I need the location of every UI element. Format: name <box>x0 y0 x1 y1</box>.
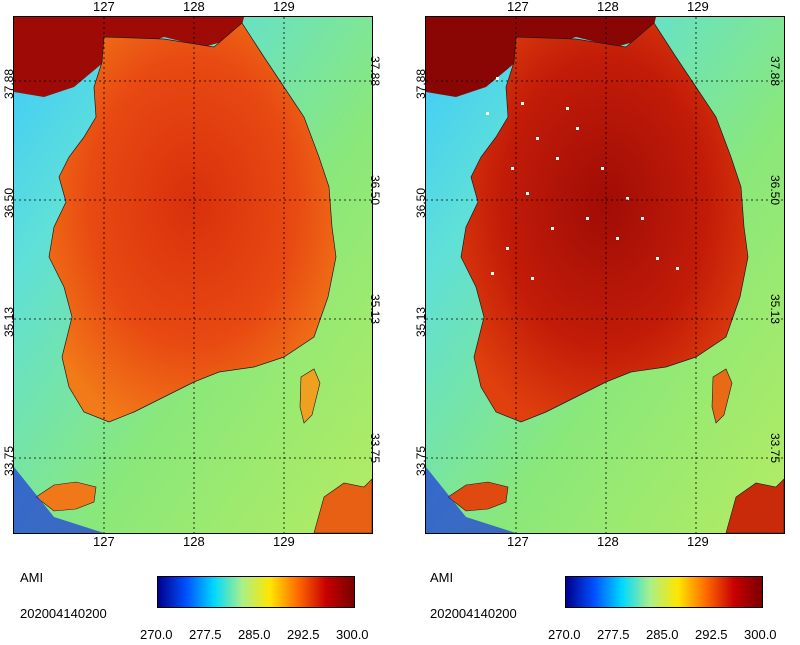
lon-gridlines <box>103 17 285 533</box>
jeju-island <box>447 481 509 512</box>
lon-bottom-128: 128 <box>597 534 619 549</box>
lat-right-37-88: 37.88 <box>768 55 783 87</box>
peninsula-land <box>48 22 337 423</box>
right-map-panel: 127 128 129 <box>410 0 800 645</box>
lon-bottom-128: 128 <box>183 534 205 549</box>
lon-top-127: 127 <box>507 0 529 14</box>
colorbar <box>565 576 763 608</box>
colorbar-tick-270: 270.0 <box>140 627 173 642</box>
colorbar-tick-270: 270.0 <box>548 627 581 642</box>
temperature-map <box>13 16 373 534</box>
lon-bottom-129: 129 <box>687 534 709 549</box>
lat-left-36-50: 36.50 <box>414 187 429 219</box>
north-land <box>14 17 244 97</box>
colorbar-tick-300: 300.0 <box>336 627 369 642</box>
lon-bottom-127: 127 <box>93 534 115 549</box>
colorbar <box>157 576 355 608</box>
lat-left-36-50: 36.50 <box>2 187 17 219</box>
cold-patch <box>426 467 516 533</box>
lon-bottom-129: 129 <box>273 534 295 549</box>
southeast-land <box>313 478 372 533</box>
temperature-map <box>425 16 785 534</box>
map-graphic <box>426 17 784 533</box>
timestamp-label: 202004140200 <box>430 606 517 621</box>
lat-left-37-88: 37.88 <box>414 68 429 100</box>
lat-right-36-50: 36.50 <box>768 174 783 206</box>
left-map-panel: 127 128 129 <box>2 0 383 642</box>
missing-data-dots <box>486 77 679 280</box>
lon-top-127: 127 <box>93 0 115 14</box>
colorbar-tick-285: 285.0 <box>238 627 271 642</box>
east-island <box>711 368 733 424</box>
lat-right-37-88: 37.88 <box>368 55 383 87</box>
lon-bottom-127: 127 <box>507 534 529 549</box>
sensor-label: AMI <box>20 570 44 585</box>
cold-patch <box>14 467 104 533</box>
timestamp-label: 202004140200 <box>20 606 107 621</box>
sensor-label: AMI <box>430 570 454 585</box>
colorbar-tick-277-5: 277.5 <box>597 627 630 642</box>
lat-left-35-13: 35.13 <box>414 306 429 338</box>
peninsula-land <box>460 22 749 423</box>
lat-left-33-75: 33.75 <box>414 445 429 477</box>
map-graphic <box>14 17 372 533</box>
colorbar-tick-285: 285.0 <box>646 627 679 642</box>
lat-right-36-50: 36.50 <box>368 174 383 206</box>
lon-top-128: 128 <box>183 0 205 14</box>
lat-left-37-88: 37.88 <box>2 68 17 100</box>
lon-top-129: 129 <box>273 0 295 14</box>
lat-left-35-13: 35.13 <box>2 306 17 338</box>
lon-gridlines <box>515 17 697 533</box>
southeast-land <box>725 478 784 533</box>
lat-left-33-75: 33.75 <box>2 445 17 477</box>
lon-top-128: 128 <box>597 0 619 14</box>
lat-right-35-13: 35.13 <box>768 293 783 325</box>
lat-right-33-75: 33.75 <box>368 432 383 464</box>
lat-right-33-75: 33.75 <box>768 432 783 464</box>
lat-right-35-13: 35.13 <box>368 293 383 325</box>
jeju-island <box>35 481 97 512</box>
colorbar-tick-300: 300.0 <box>744 627 777 642</box>
lon-top-129: 129 <box>687 0 709 14</box>
colorbar-tick-292-5: 292.5 <box>695 627 728 642</box>
north-land <box>426 17 656 97</box>
colorbar-tick-292-5: 292.5 <box>287 627 320 642</box>
east-island <box>299 368 321 424</box>
colorbar-tick-277-5: 277.5 <box>189 627 222 642</box>
